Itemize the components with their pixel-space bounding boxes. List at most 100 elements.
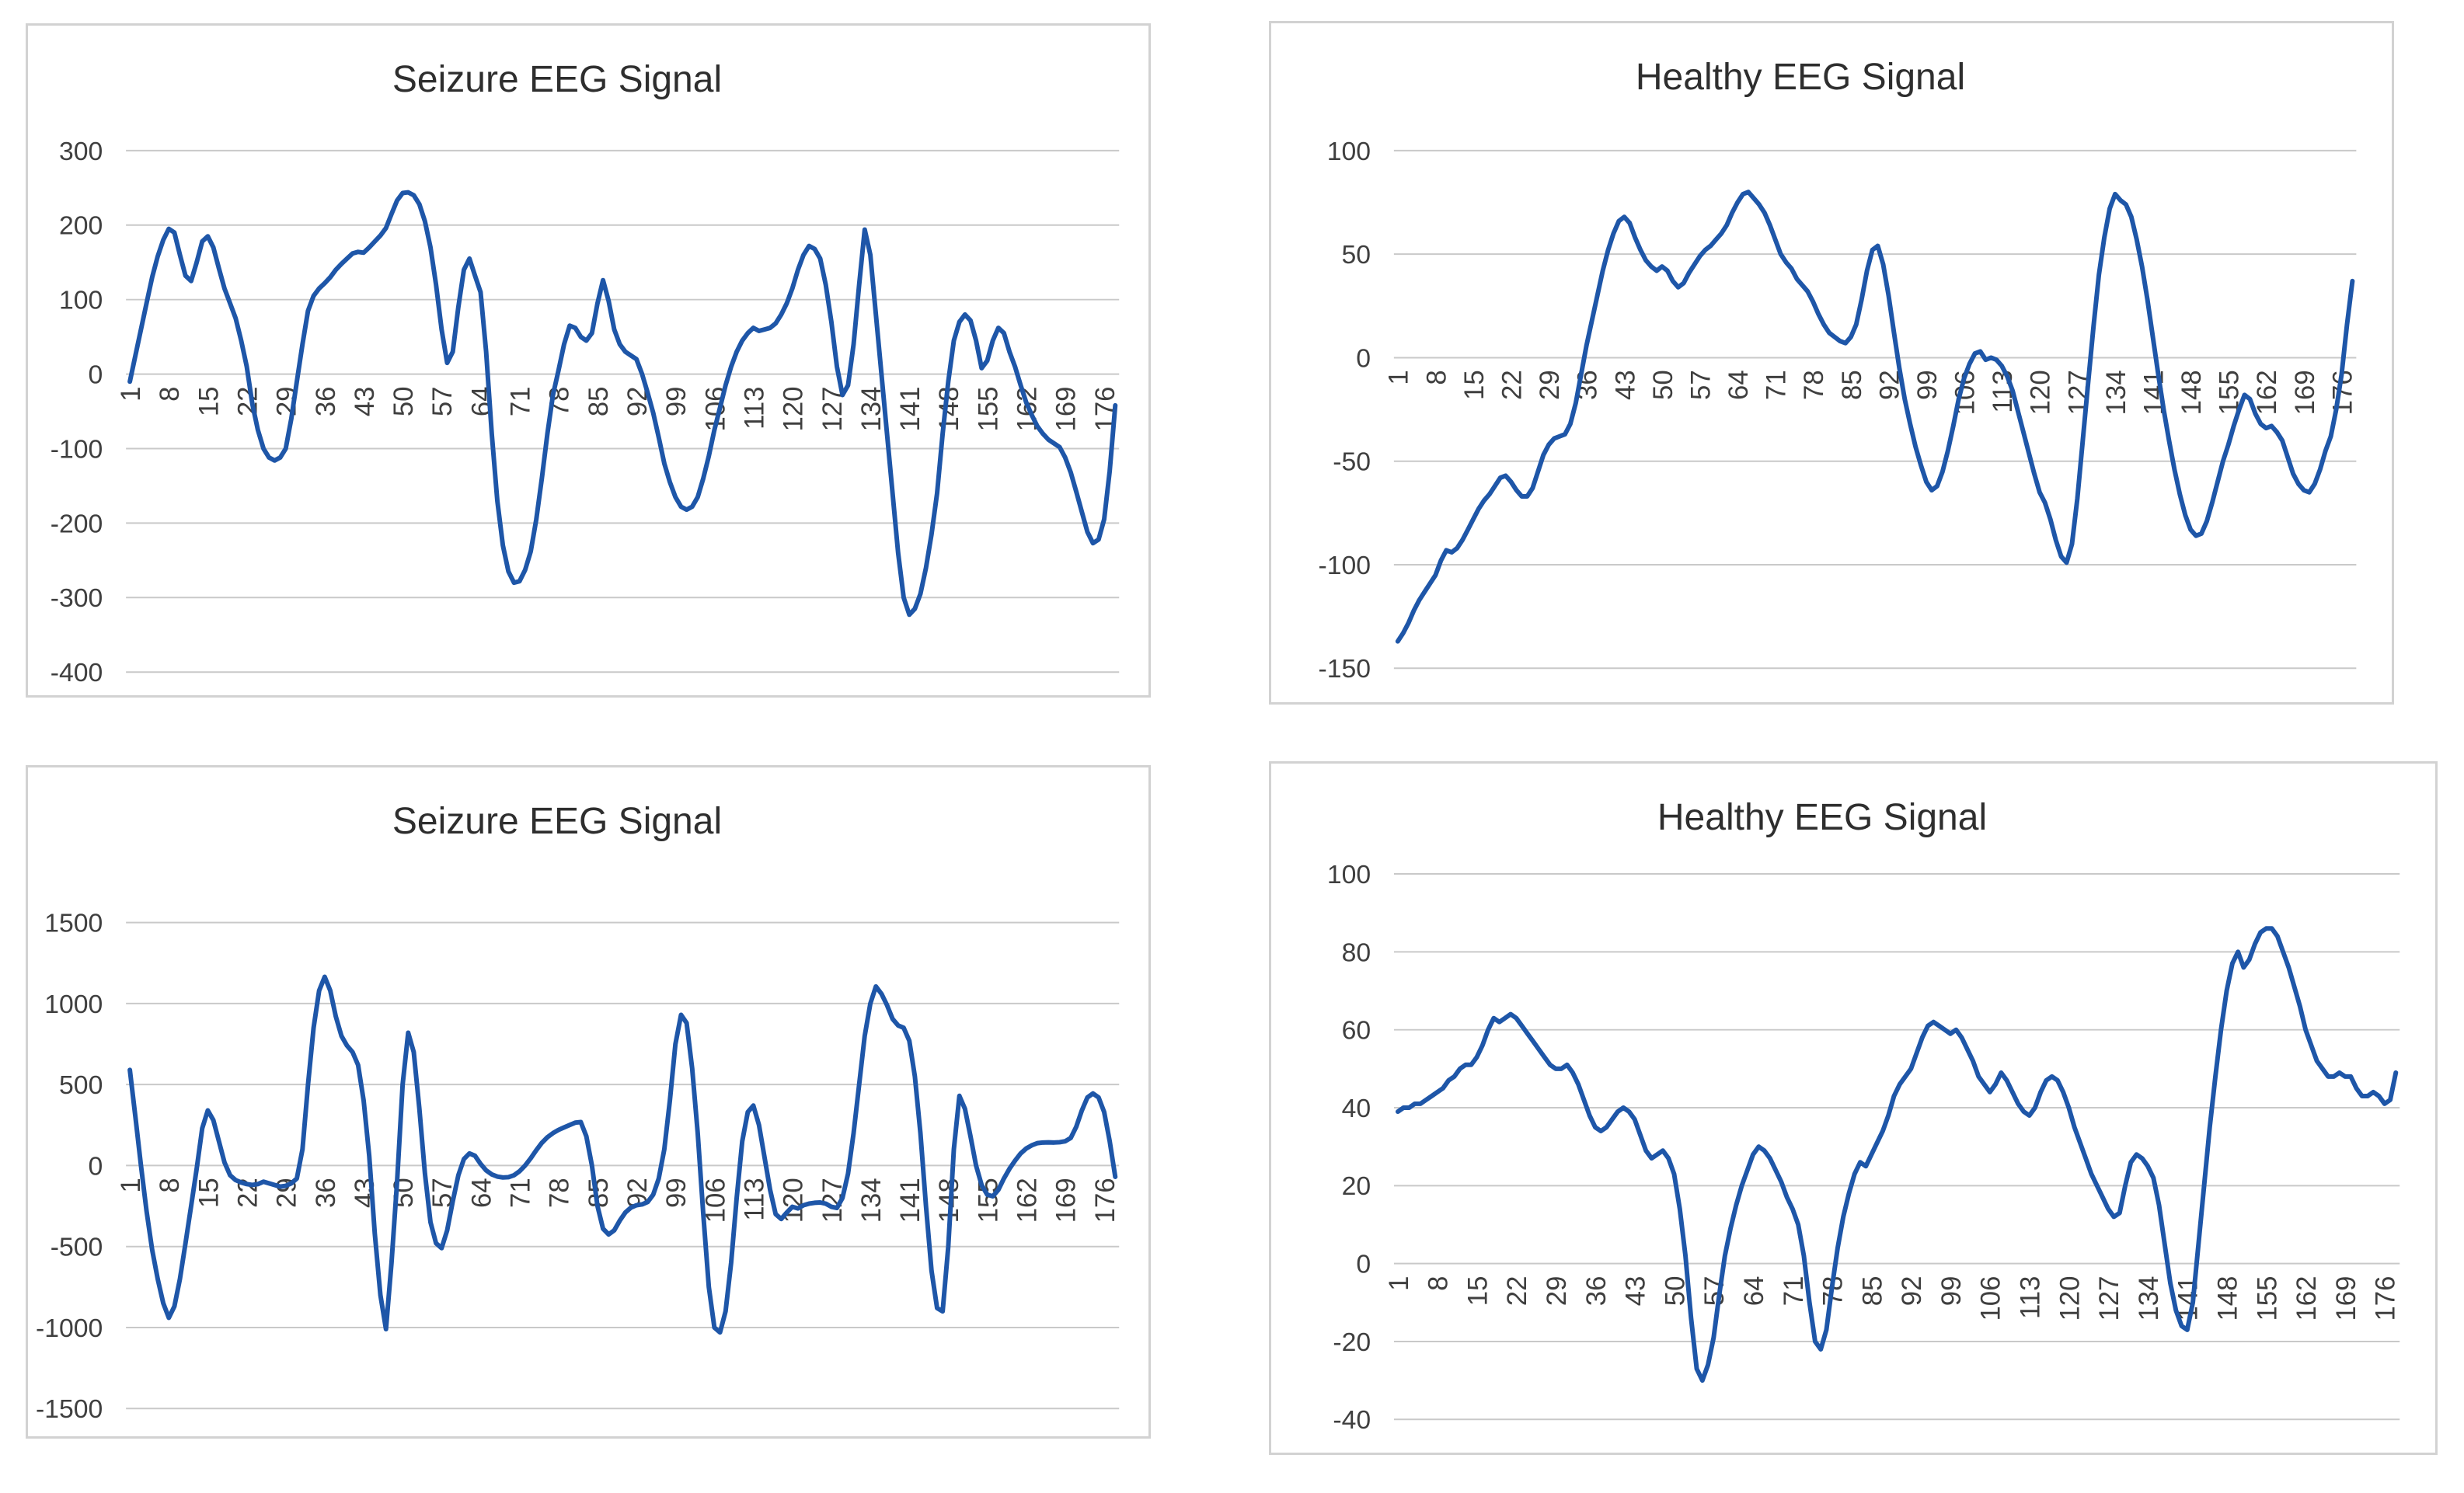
svg-text:15: 15 (1460, 370, 1490, 400)
svg-text:36: 36 (312, 1178, 341, 1208)
svg-text:-100: -100 (1319, 551, 1371, 580)
svg-text:57: 57 (1686, 370, 1716, 400)
svg-text:0: 0 (89, 360, 103, 390)
chart-panel-healthy-bottom: Healthy EEG Signal 100 80 60 40 20 0 -20 -40 1 8 1… (1269, 761, 2438, 1455)
svg-text:99: 99 (662, 1178, 692, 1208)
svg-text:148: 148 (2177, 370, 2207, 415)
chart-title-seizure-top: Seizure EEG Signal (392, 59, 723, 100)
svg-text:155: 155 (974, 386, 1003, 431)
svg-text:85: 85 (1858, 1276, 1887, 1307)
svg-text:-1000: -1000 (36, 1314, 103, 1343)
svg-text:113: 113 (740, 1178, 769, 1220)
svg-text:64: 64 (467, 1178, 497, 1208)
svg-text:1500: 1500 (44, 909, 103, 938)
svg-text:43: 43 (350, 386, 380, 416)
svg-text:148: 148 (2214, 1276, 2243, 1321)
svg-text:-400: -400 (51, 658, 103, 687)
svg-text:148: 148 (935, 386, 964, 431)
svg-text:29: 29 (1542, 1276, 1572, 1307)
svg-text:0: 0 (1356, 343, 1371, 373)
svg-text:169: 169 (2332, 1276, 2361, 1321)
svg-text:99: 99 (1913, 370, 1943, 400)
svg-text:500: 500 (59, 1070, 103, 1100)
svg-text:-200: -200 (51, 509, 103, 538)
svg-text:1000: 1000 (44, 990, 103, 1019)
svg-text:57: 57 (1700, 1276, 1730, 1307)
svg-text:-100: -100 (51, 434, 103, 464)
svg-text:99: 99 (1937, 1276, 1967, 1307)
svg-text:-20: -20 (1333, 1328, 1371, 1357)
svg-text:1: 1 (1385, 1276, 1414, 1291)
svg-text:64: 64 (1724, 370, 1754, 400)
chart-title-healthy-bottom: Healthy EEG Signal (1657, 797, 1988, 838)
svg-text:50: 50 (389, 386, 419, 416)
svg-text:22: 22 (1503, 1276, 1532, 1307)
svg-text:155: 155 (2253, 1276, 2282, 1321)
svg-text:43: 43 (1611, 370, 1640, 400)
svg-text:176: 176 (1091, 1178, 1120, 1223)
svg-text:-1500: -1500 (36, 1394, 103, 1424)
svg-text:-50: -50 (1333, 447, 1371, 477)
svg-text:15: 15 (194, 386, 224, 416)
svg-text:200: 200 (59, 211, 103, 241)
svg-text:141: 141 (896, 1178, 925, 1223)
svg-text:15: 15 (194, 1178, 224, 1208)
svg-text:120: 120 (2055, 1276, 2085, 1321)
svg-text:8: 8 (1424, 1276, 1454, 1291)
svg-text:1: 1 (117, 1178, 146, 1192)
svg-text:100: 100 (1327, 137, 1371, 166)
svg-text:-300: -300 (51, 583, 103, 613)
svg-text:134: 134 (857, 1178, 887, 1223)
svg-text:-500: -500 (51, 1233, 103, 1262)
svg-text:8: 8 (1422, 370, 1452, 385)
svg-text:99: 99 (662, 386, 692, 416)
svg-text:127: 127 (2095, 1276, 2124, 1321)
svg-text:50: 50 (1649, 370, 1678, 400)
svg-text:43: 43 (350, 1178, 380, 1208)
svg-text:64: 64 (1740, 1276, 1769, 1307)
svg-text:162: 162 (2253, 370, 2282, 415)
svg-text:300: 300 (59, 137, 103, 166)
svg-text:78: 78 (1800, 370, 1829, 400)
svg-text:169: 169 (1052, 386, 1082, 431)
svg-text:134: 134 (2102, 370, 2131, 415)
svg-text:85: 85 (584, 386, 614, 416)
chart-title-seizure-bottom: Seizure EEG Signal (392, 801, 723, 842)
svg-text:1: 1 (117, 386, 146, 401)
svg-text:106: 106 (701, 1178, 730, 1223)
svg-text:120: 120 (2027, 370, 2056, 415)
chart-panel-seizure-top: Seizure EEG Signal 300 200 100 0 -100 -200 -30… (26, 23, 1151, 698)
svg-text:71: 71 (1762, 370, 1792, 400)
svg-text:141: 141 (896, 386, 925, 431)
svg-text:113: 113 (740, 386, 769, 429)
svg-text:85: 85 (1838, 370, 1867, 400)
svg-text:29: 29 (1535, 370, 1565, 400)
svg-text:22: 22 (1498, 370, 1528, 400)
svg-text:0: 0 (1356, 1250, 1371, 1279)
chart-panel-healthy-top: Healthy EEG Signal 100 50 0 -50 -100 -150 1 8 15… (1269, 21, 2394, 705)
svg-text:71: 71 (507, 1178, 536, 1208)
svg-text:78: 78 (545, 1178, 575, 1208)
svg-text:0: 0 (89, 1151, 103, 1181)
svg-text:36: 36 (312, 386, 341, 416)
svg-text:8: 8 (155, 386, 185, 401)
svg-text:50: 50 (1342, 240, 1371, 270)
svg-text:169: 169 (1052, 1178, 1082, 1223)
svg-text:120: 120 (779, 386, 809, 431)
svg-text:57: 57 (428, 386, 458, 416)
svg-text:176: 176 (2372, 1276, 2401, 1321)
svg-text:80: 80 (1342, 938, 1371, 967)
svg-text:162: 162 (2292, 1276, 2322, 1321)
svg-text:8: 8 (155, 1178, 185, 1192)
svg-text:100: 100 (59, 286, 103, 315)
svg-text:43: 43 (1622, 1276, 1651, 1307)
svg-text:-150: -150 (1319, 654, 1371, 684)
svg-text:134: 134 (2135, 1276, 2164, 1321)
svg-text:162: 162 (1013, 1178, 1043, 1223)
svg-text:113: 113 (2016, 1276, 2046, 1319)
